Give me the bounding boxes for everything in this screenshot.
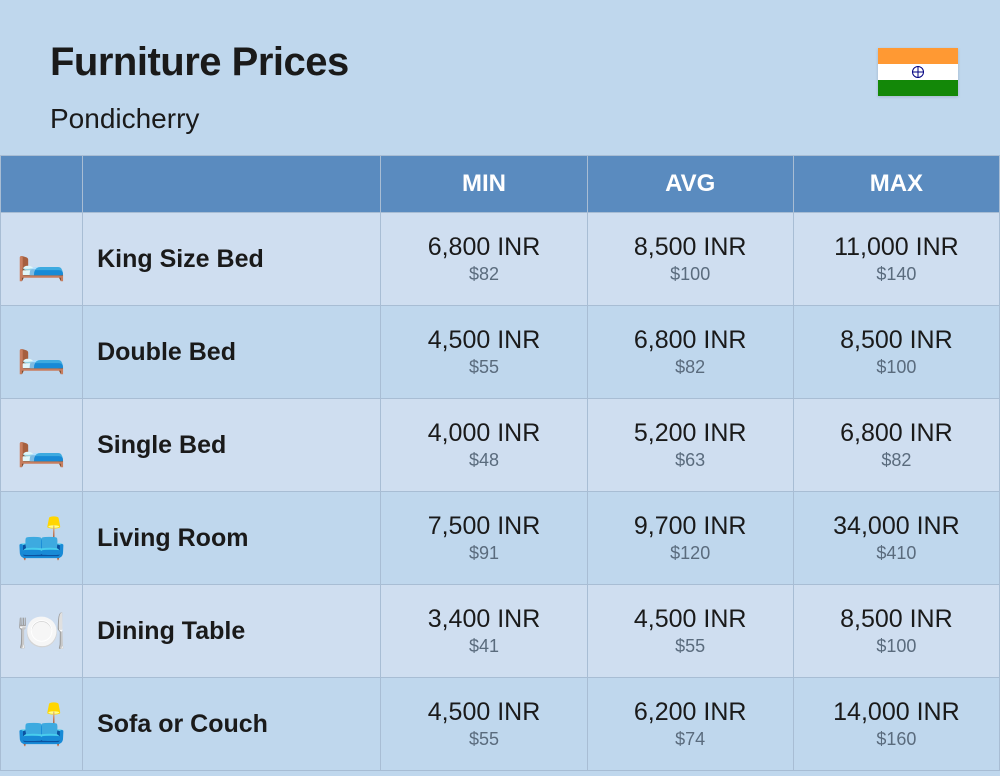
table-body: 🛏️ King Size Bed 6,800 INR$82 8,500 INR$…: [1, 213, 1000, 771]
col-name-blank: [83, 156, 381, 213]
table-row: 🛋️ Living Room 7,500 INR$91 9,700 INR$12…: [1, 492, 1000, 585]
price-inr: 6,800 INR: [592, 326, 789, 355]
price-inr: 4,500 INR: [385, 698, 582, 727]
avg-cell: 8,500 INR$100: [587, 213, 793, 306]
price-inr: 6,200 INR: [592, 698, 789, 727]
min-cell: 4,500 INR$55: [381, 306, 587, 399]
min-cell: 4,000 INR$48: [381, 399, 587, 492]
min-cell: 6,800 INR$82: [381, 213, 587, 306]
item-name: Dining Table: [83, 585, 381, 678]
furniture-icon: 🛋️: [1, 678, 83, 771]
price-usd: $100: [798, 636, 995, 657]
table-row: 🛏️ Single Bed 4,000 INR$48 5,200 INR$63 …: [1, 399, 1000, 492]
item-name: King Size Bed: [83, 213, 381, 306]
item-name: Living Room: [83, 492, 381, 585]
price-usd: $140: [798, 264, 995, 285]
price-inr: 8,500 INR: [798, 326, 995, 355]
price-inr: 6,800 INR: [798, 419, 995, 448]
price-usd: $74: [592, 729, 789, 750]
price-usd: $160: [798, 729, 995, 750]
price-inr: 11,000 INR: [798, 233, 995, 262]
max-cell: 14,000 INR$160: [793, 678, 999, 771]
price-usd: $55: [592, 636, 789, 657]
item-name: Sofa or Couch: [83, 678, 381, 771]
price-usd: $120: [592, 543, 789, 564]
min-cell: 4,500 INR$55: [381, 678, 587, 771]
price-inr: 6,800 INR: [385, 233, 582, 262]
price-usd: $82: [385, 264, 582, 285]
furniture-icon: 🛏️: [1, 213, 83, 306]
price-inr: 5,200 INR: [592, 419, 789, 448]
furniture-icon: 🍽️: [1, 585, 83, 678]
flag-stripe-green: [878, 80, 958, 96]
col-avg: AVG: [587, 156, 793, 213]
col-min: MIN: [381, 156, 587, 213]
price-usd: $48: [385, 450, 582, 471]
price-usd: $410: [798, 543, 995, 564]
page-subtitle: Pondicherry: [50, 103, 950, 135]
max-cell: 34,000 INR$410: [793, 492, 999, 585]
avg-cell: 9,700 INR$120: [587, 492, 793, 585]
prices-table: MIN AVG MAX 🛏️ King Size Bed 6,800 INR$8…: [0, 155, 1000, 771]
furniture-icon: 🛋️: [1, 492, 83, 585]
header: Furniture Prices Pondicherry: [0, 0, 1000, 155]
price-usd: $100: [798, 357, 995, 378]
price-usd: $63: [592, 450, 789, 471]
furniture-icon: 🛏️: [1, 306, 83, 399]
price-usd: $91: [385, 543, 582, 564]
ashoka-chakra-icon: [912, 66, 924, 78]
table-row: 🛏️ Double Bed 4,500 INR$55 6,800 INR$82 …: [1, 306, 1000, 399]
india-flag-icon: [878, 48, 958, 96]
col-max: MAX: [793, 156, 999, 213]
max-cell: 11,000 INR$140: [793, 213, 999, 306]
furniture-icon: 🛏️: [1, 399, 83, 492]
flag-stripe-saffron: [878, 48, 958, 64]
price-usd: $41: [385, 636, 582, 657]
avg-cell: 6,800 INR$82: [587, 306, 793, 399]
price-inr: 9,700 INR: [592, 512, 789, 541]
min-cell: 3,400 INR$41: [381, 585, 587, 678]
table-row: 🍽️ Dining Table 3,400 INR$41 4,500 INR$5…: [1, 585, 1000, 678]
table-header-row: MIN AVG MAX: [1, 156, 1000, 213]
max-cell: 6,800 INR$82: [793, 399, 999, 492]
item-name: Double Bed: [83, 306, 381, 399]
item-name: Single Bed: [83, 399, 381, 492]
price-inr: 4,500 INR: [592, 605, 789, 634]
price-inr: 8,500 INR: [592, 233, 789, 262]
avg-cell: 4,500 INR$55: [587, 585, 793, 678]
price-usd: $55: [385, 357, 582, 378]
price-inr: 3,400 INR: [385, 605, 582, 634]
price-usd: $82: [798, 450, 995, 471]
col-icon-blank: [1, 156, 83, 213]
price-inr: 14,000 INR: [798, 698, 995, 727]
price-inr: 4,000 INR: [385, 419, 582, 448]
avg-cell: 5,200 INR$63: [587, 399, 793, 492]
max-cell: 8,500 INR$100: [793, 585, 999, 678]
price-inr: 34,000 INR: [798, 512, 995, 541]
min-cell: 7,500 INR$91: [381, 492, 587, 585]
price-usd: $82: [592, 357, 789, 378]
price-inr: 4,500 INR: [385, 326, 582, 355]
price-inr: 8,500 INR: [798, 605, 995, 634]
avg-cell: 6,200 INR$74: [587, 678, 793, 771]
price-usd: $55: [385, 729, 582, 750]
flag-stripe-white: [878, 64, 958, 80]
table-row: 🛏️ King Size Bed 6,800 INR$82 8,500 INR$…: [1, 213, 1000, 306]
table-row: 🛋️ Sofa or Couch 4,500 INR$55 6,200 INR$…: [1, 678, 1000, 771]
price-usd: $100: [592, 264, 789, 285]
max-cell: 8,500 INR$100: [793, 306, 999, 399]
page-title: Furniture Prices: [50, 40, 950, 85]
price-inr: 7,500 INR: [385, 512, 582, 541]
